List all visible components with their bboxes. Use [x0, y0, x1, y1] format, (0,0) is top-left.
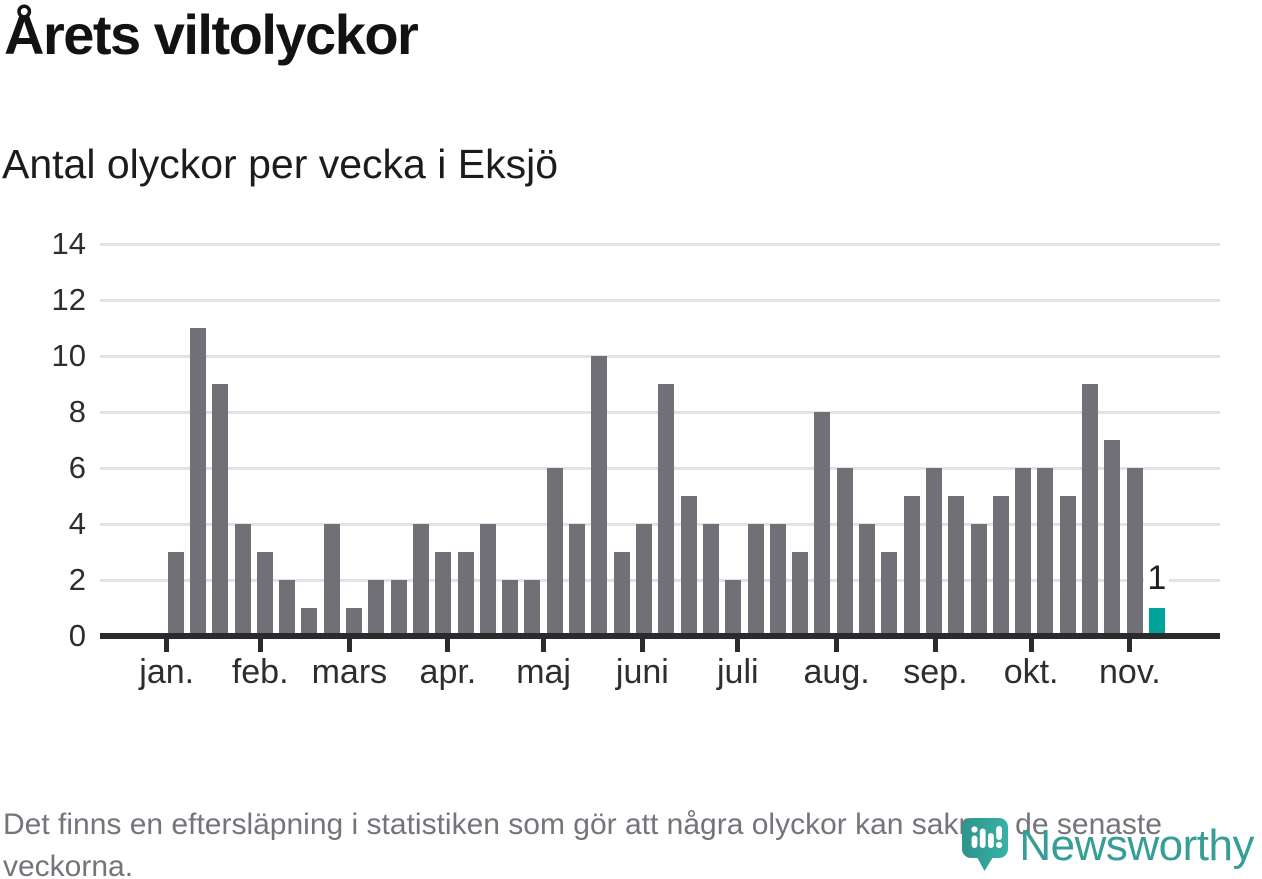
month-label: feb. [231, 653, 289, 691]
bar [658, 384, 675, 636]
month-tick [257, 639, 263, 652]
bar [346, 608, 362, 636]
bar [1015, 468, 1031, 636]
chart-subtitle: Antal olyckor per vecka i Eksjö [2, 141, 559, 187]
bar [836, 468, 853, 636]
bar [502, 580, 519, 636]
bar [591, 356, 608, 636]
gridline-y14 [100, 243, 1220, 246]
bar [368, 580, 385, 636]
bar [167, 552, 184, 636]
last-value-label-text: 1 [1144, 559, 1170, 597]
month-tick [834, 639, 840, 652]
bar [725, 580, 742, 636]
month-label: jan. [139, 653, 195, 691]
gridline-y10 [100, 355, 1220, 358]
month-tick [932, 639, 938, 652]
month-tick [639, 639, 645, 652]
bar [190, 328, 206, 636]
y-axis-label: 8 [68, 394, 86, 429]
bar [992, 496, 1009, 636]
month-label: maj [516, 653, 571, 691]
month-tick [1028, 639, 1034, 652]
bar [546, 468, 563, 636]
bar [1082, 384, 1098, 636]
chart-title: Årets viltolyckor [4, 3, 419, 66]
bar [859, 524, 875, 636]
bar [948, 496, 965, 636]
month-tick [735, 639, 741, 652]
bar [323, 524, 340, 636]
bar [412, 524, 429, 636]
month-label: aug. [803, 653, 870, 691]
month-label: nov. [1099, 653, 1161, 691]
y-axis-label: 12 [51, 282, 86, 317]
month-label: apr. [419, 653, 477, 691]
y-axis-label: 0 [68, 618, 86, 653]
month-tick [541, 639, 547, 652]
bar [390, 580, 407, 636]
y-axis-label: 10 [51, 338, 86, 373]
bar [925, 468, 942, 636]
newsworthy-logo: Newsworthy [962, 818, 1254, 877]
month-tick [445, 639, 451, 652]
bar [301, 608, 318, 636]
month-label: mars [311, 653, 388, 691]
bar [569, 524, 586, 636]
bar [792, 552, 808, 636]
y-axis-label: 4 [68, 506, 86, 541]
bar [680, 496, 697, 636]
bar [234, 524, 251, 636]
bar [479, 524, 496, 636]
x-axis-line [100, 633, 1220, 639]
bar-highlight [1148, 608, 1165, 636]
month-tick [1127, 639, 1133, 652]
bar [1059, 496, 1076, 636]
bar [881, 552, 898, 636]
month-label: okt. [1003, 653, 1059, 691]
gridline-y12 [100, 299, 1220, 302]
bar [212, 384, 229, 636]
y-axis-label: 2 [68, 562, 86, 597]
bar [635, 524, 652, 636]
bar [814, 412, 831, 636]
bar [970, 524, 987, 636]
bar [747, 524, 764, 636]
bar [256, 552, 273, 636]
bar [279, 580, 296, 636]
last-value-label: 1 [1127, 559, 1187, 598]
month-label: juni [615, 653, 669, 691]
newsworthy-wordmark: Newsworthy [1019, 821, 1254, 870]
month-tick [346, 639, 352, 652]
bar [613, 552, 630, 636]
month-label: sep. [903, 653, 968, 691]
bar [1037, 468, 1054, 636]
y-axis-label: 14 [51, 226, 86, 261]
bar [1126, 468, 1143, 636]
bar [769, 524, 786, 636]
bar [903, 496, 920, 636]
newsworthy-pin-barchart-icon [962, 818, 1010, 877]
bar [1104, 440, 1121, 636]
month-label: juli [717, 653, 759, 691]
y-axis-label: 6 [68, 450, 86, 485]
month-tick [164, 639, 170, 652]
bar [457, 552, 474, 636]
bar [435, 552, 452, 636]
bar [524, 580, 541, 636]
bar [702, 524, 719, 636]
